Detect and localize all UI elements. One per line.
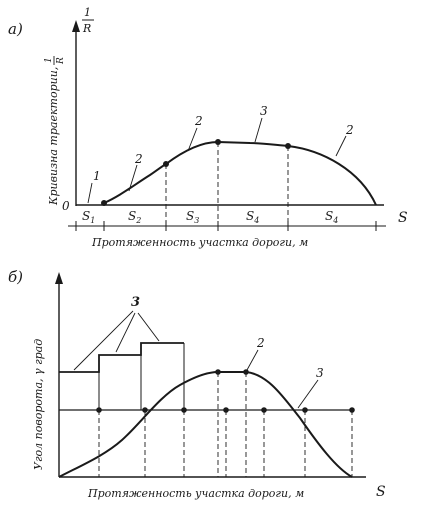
panel-b-letter: б) — [8, 268, 23, 286]
segment-label-s4a: S4 — [246, 209, 259, 225]
panel-a-callout-1: 1 — [93, 169, 101, 183]
panel-a-callout-2a: 2 — [134, 152, 143, 166]
panel-a-curvature-curve — [103, 140, 377, 206]
panel-b-callout-3b: 3 — [316, 366, 324, 380]
panel-a-y-top-den: R — [82, 22, 91, 35]
panel-a-x-label: Протяженность участка дороги, м — [91, 236, 308, 249]
panel-b: б) Угол поворота, γ град S — [8, 268, 386, 500]
panel-a-segment-labels: S1 S2 S3 S4 S4 — [82, 209, 338, 225]
panel-b-y-axis-arrow — [55, 272, 63, 284]
panel-a-callout-3: 3 — [260, 104, 268, 118]
panel-b-y-label-group: Угол поворота, γ град — [32, 339, 45, 470]
segment-label-s1: S1 — [82, 209, 95, 225]
panel-b-step-bars — [59, 342, 184, 373]
panel-a-y-label-group: Кривизна траектории, 1 R — [44, 56, 66, 206]
panel-a-y-axis-arrow — [72, 20, 80, 32]
panel-b-callout-2: 2 — [256, 336, 265, 350]
panel-b-guides — [98, 372, 353, 477]
panel-b-x-end-label: S — [376, 484, 386, 500]
panel-b-x-label: Протяженность участка дороги, м — [87, 487, 304, 500]
panel-a-point-4 — [285, 143, 291, 149]
panel-a-point-3 — [215, 139, 221, 145]
panel-a-callout-2c: 2 — [345, 123, 354, 137]
panel-a-y-label: Кривизна траектории, — [47, 67, 60, 206]
panel-b-leaders — [73, 310, 319, 409]
panel-a: а) 1 R Кривизна траектории, 1 R 0 S — [8, 6, 408, 249]
segment-label-s4b: S4 — [325, 209, 338, 225]
panel-a-points — [101, 139, 291, 206]
panel-a-y-label-frac-den: R — [56, 57, 66, 65]
panel-a-y-top-num: 1 — [84, 6, 91, 19]
panel-b-curve-points — [215, 369, 249, 375]
panel-a-guides — [165, 142, 289, 226]
panel-a-point-1 — [101, 200, 107, 206]
panel-b-callout-3: 3 — [131, 295, 140, 310]
panel-a-x-end-label: S — [398, 210, 408, 226]
panel-a-leaders — [87, 117, 347, 204]
panel-b-step-bar-sides — [98, 343, 185, 410]
panel-a-y-label-frac-num: 1 — [44, 57, 54, 63]
panel-a-origin: 0 — [62, 199, 70, 213]
panel-b-angle-curve — [58, 371, 353, 478]
panel-a-callout-2b: 2 — [194, 114, 203, 128]
panel-b-y-label: Угол поворота, γ град — [32, 339, 45, 470]
segment-label-s2: S2 — [128, 209, 141, 225]
panel-a-point-2 — [163, 161, 169, 167]
panel-a-letter: а) — [8, 20, 23, 38]
segment-label-s3: S3 — [186, 209, 199, 225]
